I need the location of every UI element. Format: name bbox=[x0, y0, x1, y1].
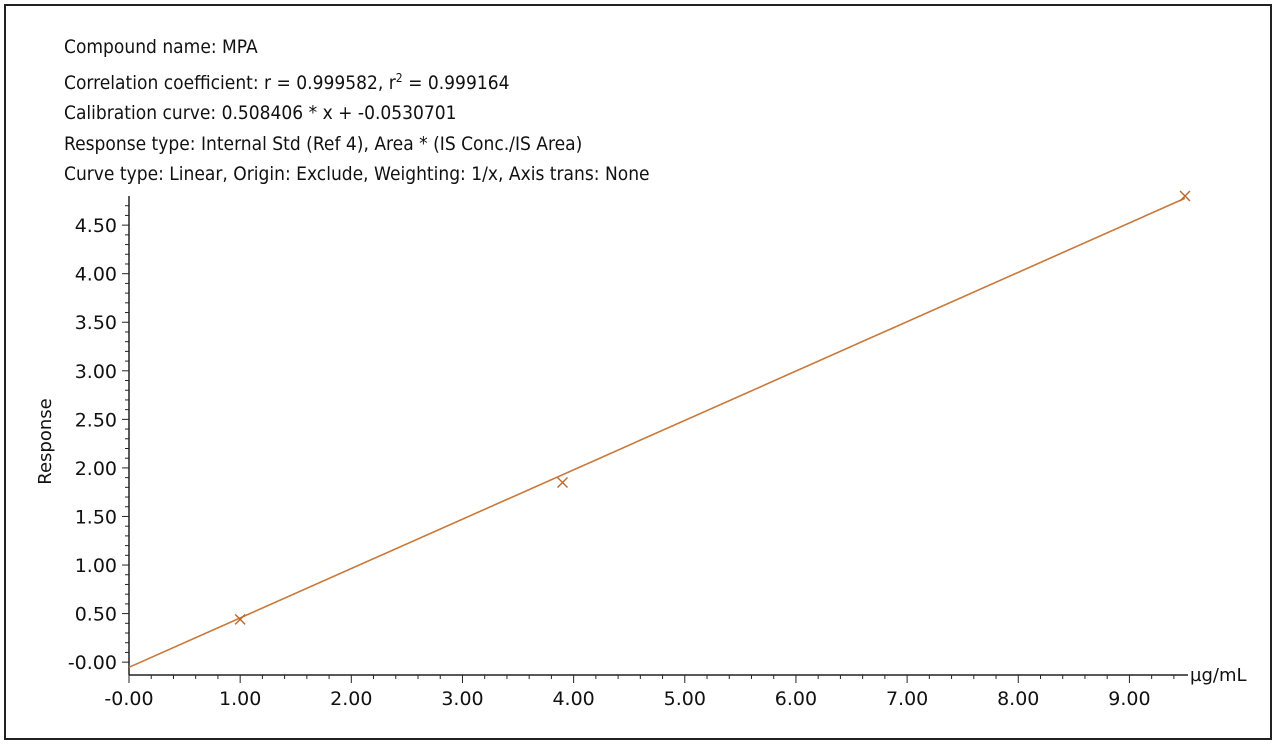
ticks: -0.00 0.50 1.00 1.50 2.00 2.50 3.00 3.50 4.00 4.5… bbox=[68, 205, 1175, 710]
x-axis-title: µg/mL bbox=[1190, 665, 1247, 686]
x-tick-label: 4.00 bbox=[552, 688, 594, 710]
y-tick-label: 2.00 bbox=[75, 458, 117, 480]
report-header: Compound name: MPA Correlation coefficie… bbox=[64, 32, 1099, 190]
x-tick-label: 3.00 bbox=[441, 688, 483, 710]
x-tick-label: 2.00 bbox=[330, 688, 372, 710]
data-point-stroke bbox=[1179, 190, 1191, 202]
correlation-suffix: = 0.999164 bbox=[402, 71, 510, 94]
y-axis-title: Response bbox=[35, 398, 56, 484]
data-point-stroke bbox=[234, 613, 246, 625]
y-tick-label: 4.00 bbox=[75, 264, 117, 286]
x-tick-label: -0.00 bbox=[104, 688, 153, 710]
r-squared-superscript: 2 bbox=[395, 70, 403, 85]
data-point bbox=[1179, 190, 1191, 202]
x-tick-label: 9.00 bbox=[1108, 688, 1150, 710]
points-layer bbox=[234, 190, 1191, 625]
y-tick-label: 1.50 bbox=[75, 506, 117, 528]
compound-name: Compound name: MPA bbox=[64, 36, 258, 58]
curve-type: Curve type: Linear, Origin: Exclude, Wei… bbox=[64, 163, 650, 185]
chart-frame bbox=[4, 4, 1272, 740]
y-tick-label: 1.00 bbox=[75, 555, 117, 577]
data-point-stroke bbox=[557, 476, 569, 488]
y-tick-label: 2.50 bbox=[75, 409, 117, 431]
calibration-fit-line bbox=[128, 197, 1186, 669]
y-tick-label: 3.50 bbox=[75, 312, 117, 334]
fit-layer bbox=[128, 197, 1186, 669]
correlation-coefficient: Correlation coefficient: r = 0.999582, r… bbox=[64, 63, 1099, 99]
x-tick-label: 8.00 bbox=[997, 688, 1039, 710]
y-tick-label: 0.50 bbox=[75, 604, 117, 626]
x-tick-label: 7.00 bbox=[886, 688, 928, 710]
data-point bbox=[234, 613, 246, 625]
calibration-curve: Calibration curve: 0.508406 * x + -0.053… bbox=[64, 102, 457, 124]
x-tick-label: 1.00 bbox=[219, 688, 261, 710]
correlation-prefix: Correlation coefficient: r = 0.999582, r bbox=[64, 71, 396, 94]
y-tick-label: 3.00 bbox=[75, 361, 117, 383]
x-tick-label: 6.00 bbox=[775, 688, 817, 710]
axes bbox=[128, 196, 1188, 676]
x-tick-label: 5.00 bbox=[664, 688, 706, 710]
y-tick-label: -0.00 bbox=[68, 652, 117, 674]
response-type: Response type: Internal Std (Ref 4), Are… bbox=[64, 132, 583, 155]
data-point bbox=[557, 476, 569, 488]
y-tick-label: 4.50 bbox=[75, 215, 117, 237]
